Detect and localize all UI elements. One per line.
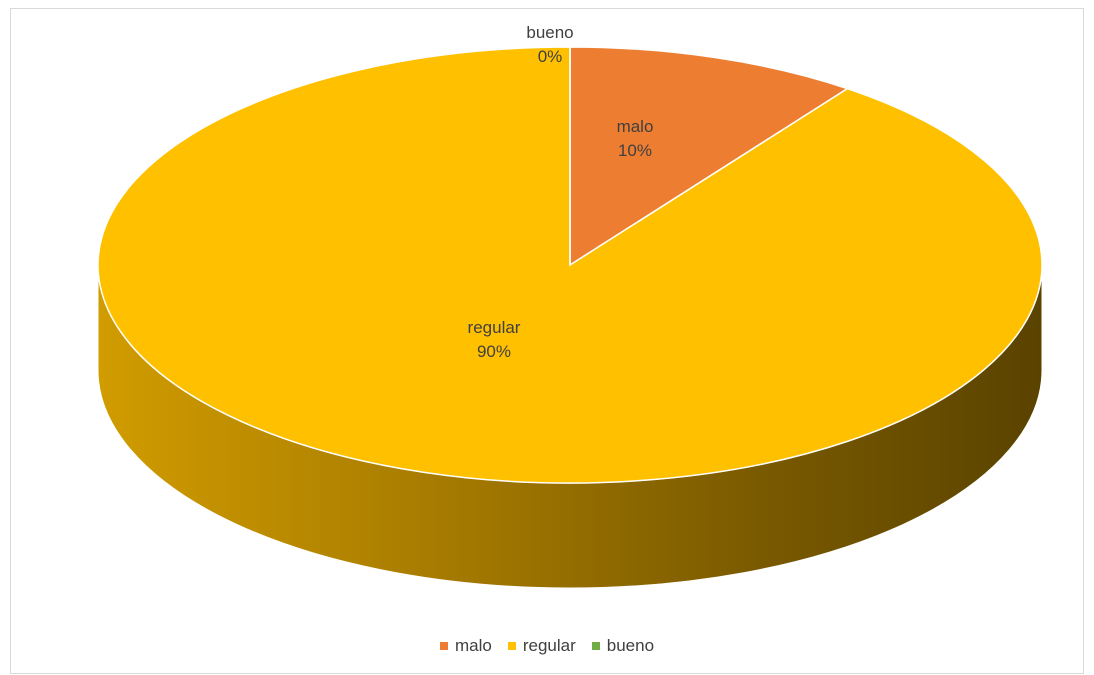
- data-label-malo-value: 10%: [617, 141, 653, 160]
- legend-label-regular: regular: [522, 636, 576, 655]
- legend-item-regular: regular: [507, 636, 576, 656]
- data-label-regular: regular 90%: [468, 316, 521, 364]
- legend-item-bueno: bueno: [591, 636, 655, 656]
- chart-area: bueno 0% malo 10% regular 90% malo regul…: [10, 8, 1084, 674]
- data-label-regular-value: 90%: [476, 342, 512, 361]
- data-label-regular-name: regular: [467, 318, 521, 337]
- legend-swatch-bueno: [591, 642, 600, 650]
- data-label-bueno: bueno 0%: [526, 21, 573, 69]
- data-label-malo-name: malo: [616, 117, 654, 136]
- legend-swatch-malo: [439, 642, 448, 650]
- data-label-bueno-name: bueno: [526, 23, 574, 42]
- legend-item-malo: malo: [439, 636, 492, 656]
- legend-swatch-regular: [507, 642, 516, 650]
- data-label-bueno-value: 0%: [537, 47, 563, 66]
- legend: malo regular bueno: [11, 636, 1083, 656]
- legend-label-bueno: bueno: [606, 636, 655, 655]
- data-label-malo: malo 10%: [617, 115, 654, 163]
- pie-slice-malo: [569, 46, 850, 267]
- legend-label-malo: malo: [454, 636, 492, 655]
- pie-chart: [97, 46, 1043, 589]
